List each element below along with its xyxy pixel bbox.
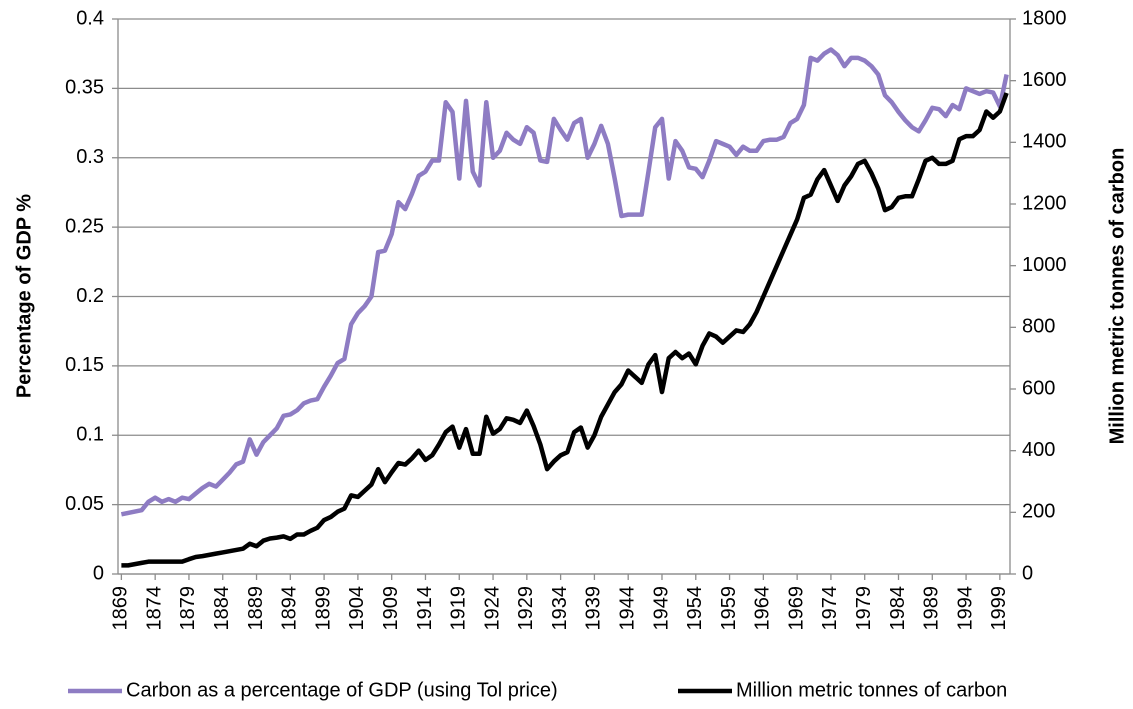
x-tick-label: 1939 (583, 586, 605, 631)
x-tick-label: 1979 (853, 586, 875, 631)
x-tick-label: 1944 (616, 586, 638, 631)
x-tick-label: 1999 (988, 586, 1010, 631)
y-tick-label: 0.3 (76, 146, 104, 168)
x-tick-label: 1919 (448, 586, 470, 631)
y2-tick-label: 800 (1022, 316, 1055, 338)
legend-label: Million metric tonnes of carbon (736, 679, 1007, 701)
y2-tick-label: 600 (1022, 377, 1055, 399)
y2-tick-label: 1200 (1022, 192, 1067, 214)
data-line (121, 92, 1009, 568)
y2-tick-label: 400 (1022, 439, 1055, 461)
x-tick-label: 1904 (346, 586, 368, 631)
legend-label: Carbon as a percentage of GDP (using Tol… (126, 679, 558, 701)
y-tick-label: 0.35 (65, 77, 104, 99)
y2-tick-label: 1600 (1022, 69, 1067, 91)
x-tick-label: 1969 (785, 586, 807, 631)
x-tick-label: 1949 (650, 586, 672, 631)
y-tick-label: 0.4 (76, 7, 104, 29)
x-tick-label: 1909 (380, 586, 402, 631)
data-line (120, 47, 1009, 517)
x-tick-label: 1974 (819, 586, 841, 631)
y-axis-title: Percentage of GDP % (13, 194, 35, 398)
x-tick-label: 1894 (279, 586, 301, 631)
y2-axis-title: Million metric tonnes of carbon (1106, 148, 1128, 445)
y2-tick-label: 1800 (1022, 7, 1067, 29)
x-tick-label: 1869 (110, 586, 132, 631)
y2-tick-label: 1000 (1022, 254, 1067, 276)
x-tick-label: 1984 (887, 586, 909, 631)
y2-tick-label: 0 (1022, 562, 1033, 584)
x-tick-label: 1959 (718, 586, 740, 631)
x-tick-label: 1994 (954, 586, 976, 631)
y-tick-label: 0.05 (65, 493, 104, 515)
x-tick-label: 1954 (684, 586, 706, 631)
y2-tick-label: 1400 (1022, 131, 1067, 153)
x-tick-label: 1934 (549, 586, 571, 631)
y-tick-label: 0.2 (76, 285, 104, 307)
x-tick-label: 1899 (312, 586, 334, 631)
x-tick-label: 1884 (211, 586, 233, 631)
x-tick-label: 1924 (481, 586, 503, 631)
y-tick-label: 0.1 (76, 424, 104, 446)
x-tick-label: 1889 (245, 586, 267, 631)
x-tick-label: 1914 (414, 586, 436, 631)
y-tick-label: 0 (93, 562, 104, 584)
x-tick-label: 1874 (143, 586, 165, 631)
y2-tick-label: 200 (1022, 501, 1055, 523)
y-tick-label: 0.15 (65, 354, 104, 376)
x-tick-label: 1989 (921, 586, 943, 631)
x-tick-label: 1879 (177, 586, 199, 631)
y-tick-label: 0.25 (65, 215, 104, 237)
x-tick-label: 1929 (515, 586, 537, 631)
x-tick-label: 1964 (752, 586, 774, 631)
